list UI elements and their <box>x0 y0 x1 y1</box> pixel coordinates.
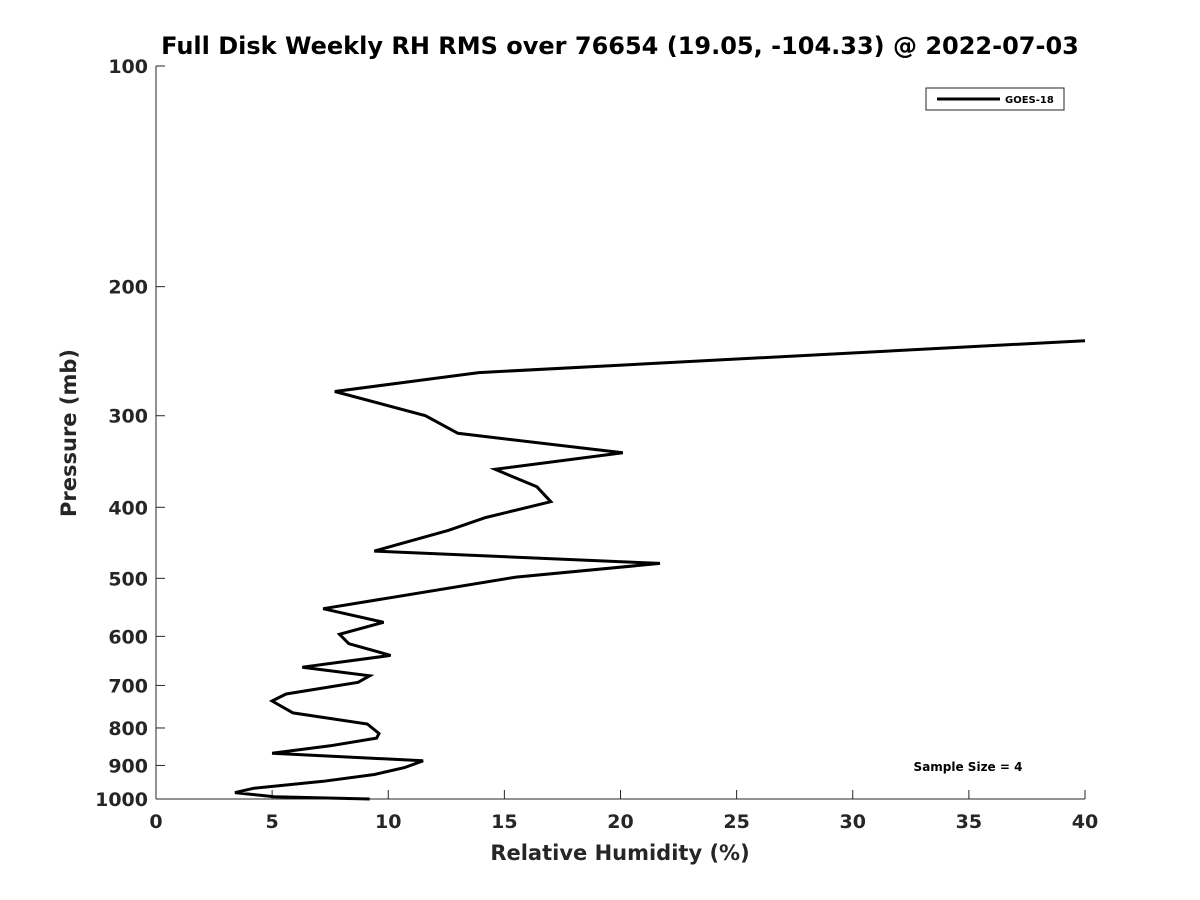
series-layer <box>234 339 1086 801</box>
legend: GOES-18 <box>925 87 1065 111</box>
chart-title: Full Disk Weekly RH RMS over 76654 (19.0… <box>161 32 1079 60</box>
y-tick-label: 500 <box>108 568 148 590</box>
x-ticks: 0 5 10 15 20 25 30 35 40 <box>149 790 1098 833</box>
y-tick-label: 1000 <box>95 789 148 811</box>
x-tick-label: 5 <box>266 811 279 833</box>
y-tick-label: 800 <box>108 718 148 740</box>
y-tick-label: 400 <box>108 497 148 519</box>
x-tick-label: 25 <box>723 811 749 833</box>
y-tick-label: 600 <box>108 626 148 648</box>
y-tick-label: 700 <box>108 675 148 697</box>
y-tick-label: 200 <box>108 277 148 299</box>
y-tick-label: 100 <box>108 56 148 78</box>
series-line-goes-18 <box>234 339 1086 801</box>
y-tick-label: 300 <box>108 406 148 428</box>
legend-label-goes-18: GOES-18 <box>1005 95 1054 106</box>
y-axis-label: Pressure (mb) <box>57 349 81 517</box>
y-ticks: 100 200 300 400 500 600 700 800 900 1000 <box>95 56 165 811</box>
x-axis-label: Relative Humidity (%) <box>490 841 749 865</box>
x-tick-label: 10 <box>375 811 401 833</box>
sample-size-annotation: Sample Size = 4 <box>914 760 1023 774</box>
x-tick-label: 40 <box>1072 811 1098 833</box>
x-tick-label: 30 <box>840 811 866 833</box>
x-tick-label: 15 <box>491 811 517 833</box>
y-tick-label: 900 <box>108 755 148 777</box>
x-tick-label: 20 <box>607 811 633 833</box>
x-tick-label: 35 <box>956 811 982 833</box>
x-tick-label: 0 <box>149 811 162 833</box>
